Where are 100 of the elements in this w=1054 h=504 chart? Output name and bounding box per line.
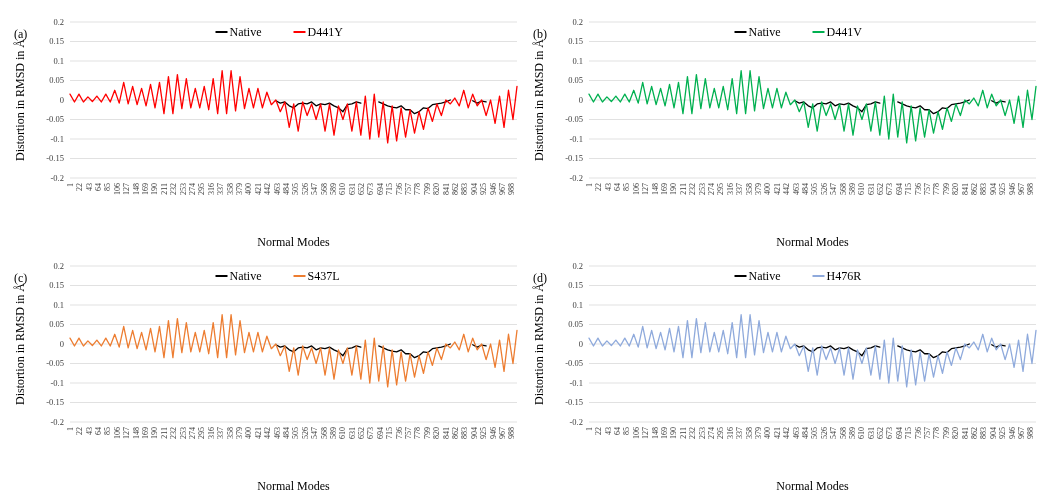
x-tick-label: 274	[187, 183, 197, 195]
x-tick-label: 148	[650, 183, 660, 195]
y-tick-label: 0	[59, 338, 64, 349]
x-tick-label: 379	[234, 427, 244, 439]
x-tick-label: 904	[469, 183, 479, 195]
y-tick-label: 0.05	[568, 75, 583, 86]
x-tick-label: 43	[84, 427, 94, 435]
x-tick-label: 862	[970, 183, 980, 195]
x-tick-label: 22	[594, 183, 604, 191]
y-tick-label: 0.05	[49, 319, 64, 330]
legend-label: Native	[229, 25, 262, 40]
x-tick-label: 64	[93, 183, 103, 191]
x-tick-label: 253	[697, 183, 707, 195]
x-tick-label: 484	[281, 427, 291, 439]
y-tick-label: 0.05	[568, 319, 583, 330]
x-tick-label: 841	[960, 183, 970, 195]
x-tick-label: 253	[697, 427, 707, 439]
x-tick-label: 547	[829, 183, 839, 195]
x-tick-label: 463	[272, 427, 282, 439]
x-tick-label: 988	[1026, 427, 1036, 439]
x-tick-label: 295	[716, 427, 726, 439]
x-tick-label: 379	[753, 183, 763, 195]
x-tick-label: 211	[678, 427, 688, 439]
line-series	[69, 70, 518, 144]
x-tick-label: 316	[206, 427, 216, 439]
legend-label: D441V	[826, 25, 863, 40]
x-tick-label: 85	[622, 183, 632, 191]
x-tick-label: 547	[310, 183, 320, 195]
x-tick-label: 211	[159, 183, 169, 195]
x-tick-label: 652	[357, 427, 367, 439]
x-tick-label: 505	[291, 427, 301, 439]
x-tick-label: 820	[432, 183, 442, 195]
x-tick-label: 547	[310, 427, 320, 439]
y-tick-label: 0.2	[53, 260, 64, 271]
x-tick-label: 106	[631, 183, 641, 195]
x-tick-label: 652	[876, 427, 886, 439]
y-tick-label: 0	[578, 94, 583, 105]
x-tick-label: 190	[669, 427, 679, 439]
y-tick-label: 0	[59, 94, 64, 105]
y-tick-label: -0.05	[46, 114, 64, 125]
x-tick-label: 169	[140, 183, 150, 195]
x-tick-label: 988	[507, 183, 517, 195]
x-tick-label: 568	[838, 183, 848, 195]
legend-label: Native	[748, 269, 781, 284]
x-tick-label: 778	[932, 183, 942, 195]
x-tick-label: 589	[847, 183, 857, 195]
x-tick-label: 43	[603, 183, 613, 191]
y-tick-label: -0.2	[569, 416, 583, 427]
x-tick-label: 85	[103, 427, 113, 435]
x-tick-label: 904	[988, 427, 998, 439]
x-tick-label: 652	[876, 183, 886, 195]
y-tick-label: 0.1	[53, 299, 64, 310]
text: (b)	[533, 27, 547, 41]
x-tick-label: 253	[178, 427, 188, 439]
x-tick-label: 274	[706, 427, 716, 439]
x-tick-label: 589	[328, 427, 338, 439]
y-tick-label: -0.05	[565, 358, 583, 369]
y-tick-label: 0.15	[49, 280, 64, 291]
y-tick-label: 0.2	[572, 16, 583, 27]
x-tick-label: 22	[594, 427, 604, 435]
x-tick-label: 421	[253, 183, 263, 195]
x-tick-label: 442	[263, 183, 273, 195]
x-tick-label: 106	[112, 427, 122, 439]
y-tick-label: 0.1	[53, 55, 64, 66]
x-tick-label: 799	[422, 183, 432, 195]
x-tick-label: 883	[460, 183, 470, 195]
x-tick-label: 526	[300, 183, 310, 195]
x-tick-label: 715	[904, 183, 914, 195]
x-tick-label: 631	[347, 427, 357, 439]
legend-label: H476R	[826, 269, 862, 284]
x-tick-label: 568	[319, 427, 329, 439]
x-tick-label: 736	[394, 427, 404, 439]
text: (d)	[533, 271, 547, 285]
x-tick-label: 358	[744, 427, 754, 439]
line-series	[588, 314, 1037, 388]
y-tick-label: -0.1	[569, 377, 583, 388]
x-tick-label: 232	[688, 183, 698, 195]
x-tick-label: 43	[603, 427, 613, 435]
x-axis-title: Normal Modes	[257, 235, 330, 249]
x-tick-label: 274	[706, 183, 716, 195]
y-tick-label: -0.15	[46, 397, 64, 408]
x-tick-label: 925	[998, 183, 1008, 195]
x-tick-label: 127	[641, 183, 651, 195]
x-tick-label: 862	[970, 427, 980, 439]
x-tick-label: 148	[131, 183, 141, 195]
x-tick-label: 358	[225, 183, 235, 195]
x-tick-label: 778	[413, 427, 423, 439]
x-tick-label: 442	[782, 183, 792, 195]
x-tick-label: 421	[253, 427, 263, 439]
legend-label: D441Y	[307, 25, 344, 40]
x-tick-label: 316	[206, 183, 216, 195]
x-tick-label: 190	[669, 183, 679, 195]
x-tick-label: 652	[357, 183, 367, 195]
x-tick-label: 442	[782, 427, 792, 439]
x-tick-label: 589	[328, 183, 338, 195]
x-tick-label: 190	[150, 427, 160, 439]
x-tick-label: 400	[244, 183, 254, 195]
x-tick-label: 841	[441, 427, 451, 439]
x-tick-label: 526	[819, 427, 829, 439]
x-tick-label: 757	[923, 427, 933, 439]
